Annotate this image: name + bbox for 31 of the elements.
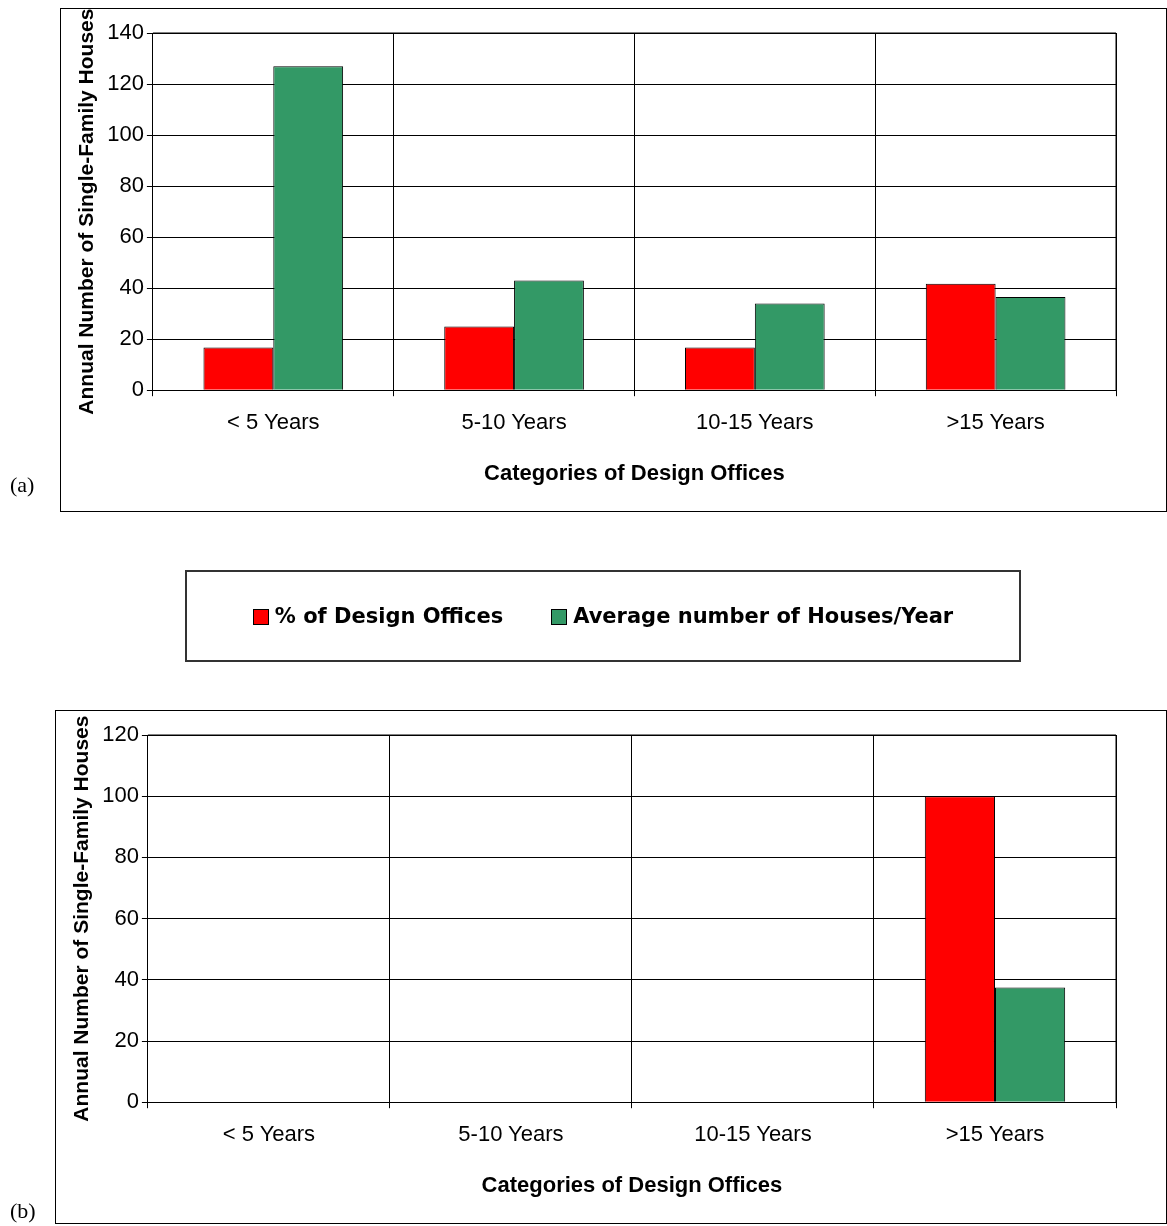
y-tick-label: 80 xyxy=(114,843,139,869)
text: (a) xyxy=(10,472,35,498)
y-tick-label: 60 xyxy=(119,223,144,249)
y-axis-title: Annual Number of Single-Family Houses xyxy=(74,8,98,415)
x-tick-label: 5-10 Years xyxy=(458,1121,564,1147)
x-tick-label: 5-10 Years xyxy=(461,409,567,435)
y-tick-label: 100 xyxy=(107,121,144,147)
y-tick-label: 120 xyxy=(102,721,139,747)
y-tick-label: 0 xyxy=(126,1088,139,1114)
text: (b) xyxy=(10,1198,36,1224)
y-tick-label: 0 xyxy=(131,376,144,402)
y-tick-label: 20 xyxy=(119,325,144,351)
x-tick-label: 10-15 Years xyxy=(694,1121,812,1147)
x-tick-label: < 5 Years xyxy=(222,1121,316,1147)
y-tick-label: 20 xyxy=(114,1027,139,1053)
y-tick-label: 60 xyxy=(114,904,139,930)
y-tick-label: 80 xyxy=(119,172,144,198)
legend-label: Average number of Houses/Year xyxy=(572,604,954,628)
y-tick-label: 120 xyxy=(107,70,144,96)
y-tick-label: 100 xyxy=(102,782,139,808)
x-axis-title: Categories of Design Offices xyxy=(484,459,785,485)
y-tick-label: 140 xyxy=(107,19,144,45)
y-tick-label: 40 xyxy=(119,274,144,300)
x-tick-label: 10-15 Years xyxy=(696,409,814,435)
x-tick-label: < 5 Years xyxy=(227,409,320,435)
legend-label: % of Design Offices xyxy=(273,604,504,628)
x-axis-title: Categories of Design Offices xyxy=(481,1171,783,1197)
x-tick-label: >15 Years xyxy=(946,409,1045,435)
y-axis-title: Annual Number of Single-Family Houses xyxy=(69,715,93,1122)
x-tick-label: >15 Years xyxy=(945,1121,1045,1147)
y-tick-label: 40 xyxy=(114,965,139,991)
